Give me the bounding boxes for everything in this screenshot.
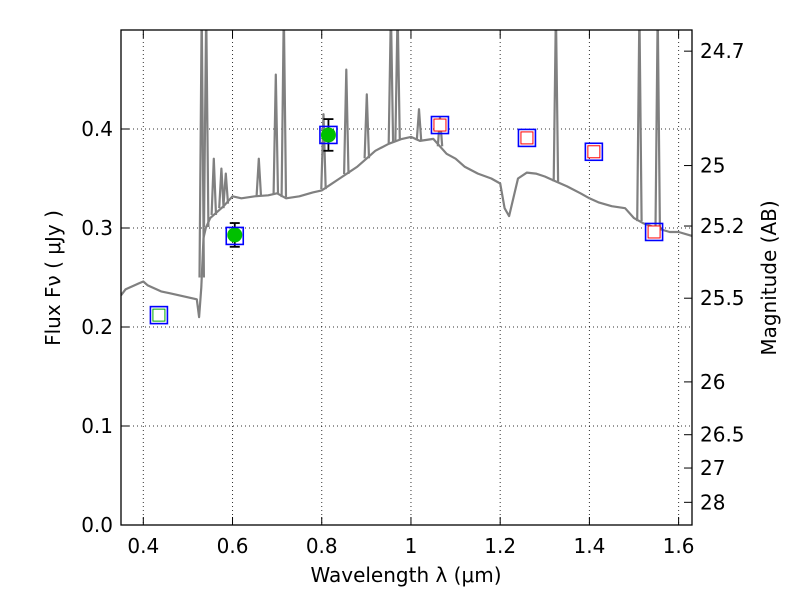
upper-limit-point	[520, 131, 534, 145]
x-tick-label: 1.2	[484, 534, 516, 558]
emission-line	[654, 30, 661, 229]
model-band-flux-point	[517, 128, 537, 148]
emission-line	[320, 113, 327, 190]
right-tick-label: 25.2	[700, 214, 745, 238]
y-tick-label: 0.1	[81, 414, 113, 438]
observed-photometry-point	[320, 127, 336, 143]
right-tick-label: 26.5	[700, 423, 745, 447]
emission-line	[218, 167, 225, 209]
x-tick-label: 0.8	[306, 534, 338, 558]
x-axis-label: Wavelength λ (μm)	[310, 563, 501, 587]
emission-line	[202, 30, 210, 228]
emission-line	[255, 157, 263, 197]
y-tick-label: 0.2	[81, 315, 113, 339]
emission-line	[636, 30, 643, 222]
x-tick-label: 0.4	[127, 534, 159, 558]
grid	[121, 30, 692, 526]
right-tick-label: 25.5	[700, 286, 745, 310]
emission-line	[415, 108, 423, 141]
emission-line	[210, 157, 218, 215]
spectrum-continuum	[121, 135, 692, 319]
right-axis-label: Magnitude (AB)	[757, 200, 781, 355]
right-tick-label: 28	[700, 490, 725, 514]
model-band-flux-point	[644, 222, 664, 242]
model-band-flux-point	[225, 226, 245, 246]
x-tick-label: 1	[405, 534, 418, 558]
emission-line	[280, 30, 288, 198]
axis-ticks: 0.4 0.6 0.8 1 1.2 1.4 1.6 0.0 0.1 0.2 0.3 0.4 24.7 25…	[81, 30, 745, 558]
faint-photometry-point	[152, 308, 166, 322]
x-tick-label: 1.6	[663, 534, 695, 558]
emission-line	[363, 93, 371, 159]
model-band-flux-point	[319, 125, 338, 145]
x-tick-label: 1.4	[573, 534, 605, 558]
emission-line	[343, 68, 350, 175]
emission-line	[387, 30, 395, 144]
model-band-flux-point	[584, 142, 604, 162]
upper-limit-point	[587, 145, 601, 159]
upper-limit-point	[433, 118, 447, 132]
x-tick-label: 0.6	[217, 534, 249, 558]
markers	[149, 115, 664, 325]
plot-frame	[120, 29, 693, 526]
emission-line	[198, 30, 205, 278]
right-tick-label: 26	[700, 370, 725, 394]
plot-content	[121, 30, 692, 319]
model-band-flux-point	[430, 115, 450, 135]
y-tick-label: 0.4	[81, 117, 113, 141]
observed-photometry-point	[227, 227, 243, 243]
right-tick-label: 24.7	[700, 39, 745, 63]
y-axis-label: Flux Fν ( μJy )	[41, 210, 65, 346]
emission-line	[222, 172, 230, 204]
upper-limit-point	[647, 225, 661, 239]
emission-line	[394, 30, 401, 141]
right-tick-label: 25	[700, 154, 725, 178]
y-tick-label: 0.0	[81, 513, 113, 537]
y-tick-label: 0.3	[81, 216, 113, 240]
plot-area	[121, 30, 692, 525]
emission-line	[552, 30, 560, 182]
right-tick-label: 27	[700, 456, 725, 480]
model-band-flux-point	[149, 305, 169, 325]
emission-line	[272, 73, 280, 194]
